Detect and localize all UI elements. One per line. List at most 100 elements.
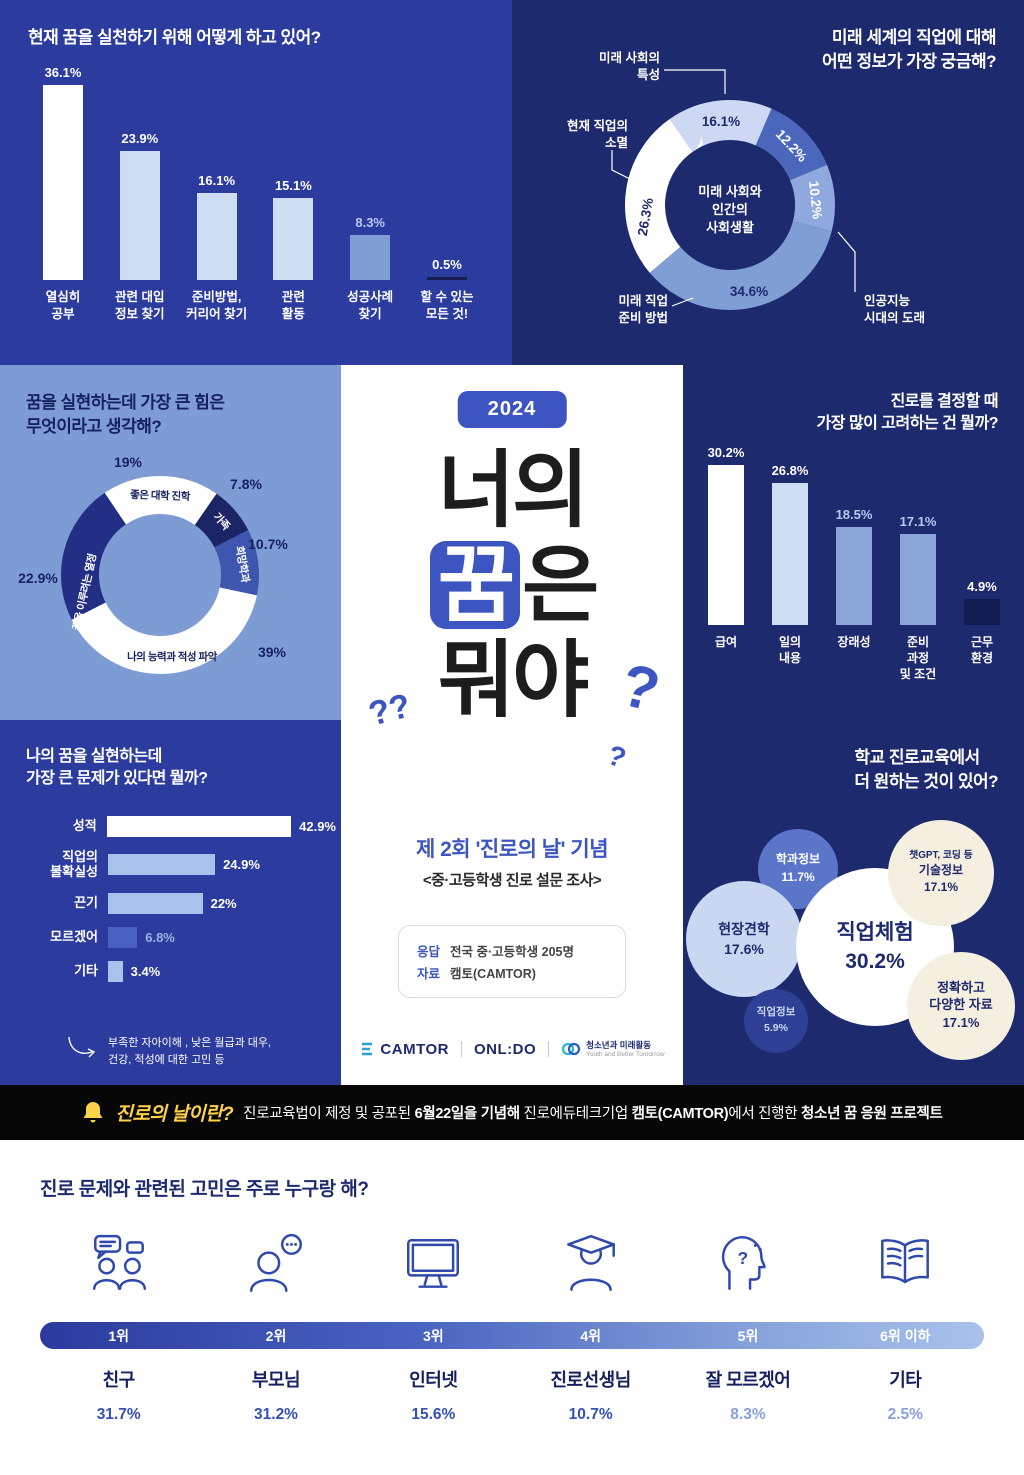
camtor-logo-icon [362, 1043, 373, 1056]
school-bubble-5: 직업정보 5.9% [744, 989, 808, 1053]
bubble-label: 학과정보 [775, 852, 821, 867]
callout-line [837, 231, 856, 292]
bar-plot: 8.3% [350, 62, 391, 280]
svg-text:?: ? [737, 1248, 748, 1268]
bar-group-2: 16.1% 준비방법, 커리어 찾기 [180, 62, 254, 323]
rank-item-2: 부모님 31.2% [197, 1366, 354, 1424]
rank-item-1: 친구 31.7% [40, 1366, 197, 1424]
section-title: 진로 문제와 관련된 고민은 주로 누구랑 해? [40, 1179, 369, 1200]
svg-text:미래 사회와: 미래 사회와 [698, 184, 761, 199]
bar-group-2: 18.5% 장래성 [823, 439, 885, 650]
donut-segment-4 [61, 476, 259, 674]
bar-value-label: 18.5% [835, 506, 873, 522]
rank-name: 잘 모르겠어 [705, 1370, 791, 1390]
hbar [108, 892, 203, 914]
rank-label-1: 1위 [108, 1327, 129, 1344]
svg-text:19%: 19% [114, 454, 143, 470]
curiosity-donut-chart: 미래 사회의 특성 현재 직업의 소멸 미래 직업 준비 방법 인공지능 시대의… [567, 50, 925, 325]
rank-label-4: 4위 [580, 1327, 601, 1344]
hbar-category-label: 성적 [72, 818, 97, 834]
rank-percentage: 10.7% [568, 1406, 613, 1423]
callout-line [664, 69, 726, 94]
donut-segment-1 [625, 100, 835, 310]
svg-text:34.6%: 34.6% [730, 284, 768, 299]
bar-value-label: 8.3% [355, 215, 385, 231]
rank-name: 친구 [102, 1370, 136, 1390]
event-subtitle: <중·고등학생 진로 설문 조사> [422, 872, 602, 889]
donut-segment-1 [61, 476, 259, 674]
rank-label-6: 6위 이하 [880, 1327, 931, 1344]
bar-value-label: 30.2% [707, 444, 745, 460]
hbar-category-label: 직업의 불확실성 [50, 849, 98, 879]
rank-names-row: 친구 31.7% 부모님 31.2% 인터넷 15.6% 진로선생님 10.7% 잘 모르겠어 8… [40, 1366, 984, 1424]
unsure-icon: ? [669, 1220, 826, 1308]
rank-item-4: 진로선생님 10.7% [512, 1366, 669, 1424]
svg-text:사회생활: 사회생활 [706, 220, 754, 235]
panel-confidant-ranking: 진로 문제와 관련된 고민은 주로 누구랑 해? ? 1위 2위 3위 4위 5위 6위 … [0, 1140, 1024, 1475]
donut-ring [625, 100, 835, 310]
svg-text:22.9%: 22.9% [18, 570, 58, 586]
hbar-value-label: 24.9% [223, 857, 260, 873]
rank-percentage: 8.3% [730, 1406, 766, 1423]
source-row: 자료 캠토(CAMTOR) [417, 963, 607, 982]
bar-plot: 36.1% [43, 62, 83, 280]
svg-text:희망학과: 희망학과 [233, 545, 252, 584]
headline-suffix: 은 [522, 537, 599, 632]
bar-group-3: 15.1% 관련 활동 [256, 62, 330, 323]
bar-group-4: 8.3% 성공사례 찾기 [333, 62, 407, 323]
donut-center-label: 미래 사회와 인간의 사회생활 [698, 184, 761, 235]
bar-category-label: 관련 대입 정보 찾기 [115, 290, 165, 321]
svg-text:26.3%: 26.3% [635, 197, 656, 237]
bar-plot: 18.5% [835, 439, 873, 625]
panel-title-curiosity: 미래 세계의 직업에 대해 어떤 정보가 가장 궁금해? [822, 26, 996, 74]
school-bubble-1: 현장견학 17.6% [686, 881, 802, 997]
panel-dream-practice: 현재 꿈을 실천하기 위해 어떻게 하고 있어? 36.1% 열심히 공부 23.9%… [0, 0, 512, 365]
power-donut-chart: 19% 7.8% 10.7% 39% 22.9% 좋은 대학 진학 가족 희망학… [18, 454, 288, 674]
callout-line [611, 150, 633, 181]
callout-line [671, 297, 694, 307]
headline-line-3: 뭐야 [437, 632, 590, 727]
bar-plot: 17.1% [900, 439, 936, 625]
bar-group-0: 30.2% 급여 [695, 439, 757, 650]
bar [708, 464, 744, 625]
hbar-row-2: 끈기 22% [14, 892, 336, 914]
onldo-logo: ONL:DO [473, 1040, 537, 1058]
bar [196, 193, 237, 280]
bubble-percentage: 17.1% [923, 880, 959, 895]
banner-label: 진로의 날이란? [115, 1104, 234, 1125]
rank-name: 부모님 [251, 1370, 301, 1390]
bubble-percentage: 17.6% [724, 941, 764, 957]
bar-category-label: 급여 [714, 635, 738, 649]
banner-content: 진로의 날이란? 진로교육법이 제정 및 공포된 6월22일을 기념해 진로에듀… [0, 1085, 1024, 1140]
panel-dream-problem: 나의 꿈을 실현하는데 가장 큰 문제가 있다면 뭘까? 성적 42.9% 직업의 불… [0, 720, 341, 1085]
banner-career-day: 진로의 날이란? 진로교육법이 제정 및 공포된 6월22일을 기념해 진로에듀… [0, 1085, 1024, 1140]
bell-icon [83, 1101, 103, 1122]
bar-plot: 16.1% [196, 62, 237, 280]
bar [350, 235, 391, 280]
bubble-label: 정확하고 [937, 979, 985, 995]
bar-plot: 4.9% [964, 439, 1000, 625]
rank-name: 인터넷 [409, 1370, 458, 1390]
bar-category-label: 관련 활동 [281, 290, 305, 321]
hbar-value-label: 3.4% [130, 963, 161, 979]
year-badge: 2024 [457, 391, 567, 428]
title-line: 가장 큰 문제가 있다면 뭘까? [26, 770, 208, 788]
hbar [106, 816, 292, 837]
bar [900, 534, 936, 625]
internet-icon [355, 1220, 512, 1308]
rank-gradient-bar: 1위 2위 3위 4위 5위 6위 이하 [40, 1322, 984, 1349]
bubble-label: 챗GPT, 코딩 등 [909, 850, 973, 861]
panel-future-curiosity: 미래 세계의 직업에 대해 어떤 정보가 가장 궁금해? 미래 사회의 특성 현… [512, 0, 1024, 365]
practice-bar-chart: 36.1% 열심히 공부 23.9% 관련 대입 정보 찾기 16.1% 준비방법, 커리어 찾… [26, 62, 484, 323]
rank-label-3: 3위 [422, 1327, 444, 1344]
bar-category-label: 할 수 있는 모든 것! [420, 290, 474, 321]
rank-label-2: 2위 [265, 1327, 287, 1344]
bar [964, 599, 1000, 625]
headline-line-1: 너의 [437, 443, 590, 537]
title-line: 꿈을 실현하는데 가장 큰 힘은 [26, 393, 225, 412]
bar-plot: 0.5% [426, 62, 467, 280]
rank-label-5: 5위 [737, 1327, 759, 1344]
svg-text:16.1%: 16.1% [702, 114, 740, 129]
question-mark-decoration: ? [603, 739, 630, 775]
